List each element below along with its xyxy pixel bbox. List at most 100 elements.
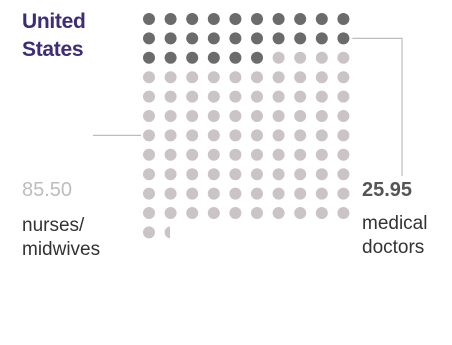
- nurse-dot: [143, 187, 155, 200]
- chart-title: United States: [22, 8, 86, 64]
- nurse-dot: [207, 110, 220, 122]
- nurse-dot: [294, 71, 307, 84]
- nurse-dot: [164, 187, 177, 200]
- nurse-dot: [229, 187, 242, 200]
- nurse-dot: [294, 129, 307, 142]
- nurse-dot: [164, 207, 177, 219]
- nurse-dot: [207, 90, 220, 103]
- nurse-dot: [186, 148, 199, 161]
- nurse-dot: [337, 71, 350, 84]
- nurse-dot: [207, 129, 220, 142]
- nurse-dot: [294, 187, 307, 200]
- nurse-dot: [337, 187, 350, 200]
- nurse-dot: [251, 168, 263, 181]
- nurse-dot: [229, 207, 242, 219]
- nurse-dot: [229, 110, 242, 122]
- nurse-dot: [272, 187, 285, 200]
- nurse-dot: [186, 207, 199, 219]
- doctor-dot: [315, 32, 328, 45]
- doctor-dot: [251, 32, 263, 45]
- nurse-dot: [143, 168, 155, 181]
- nurse-dot: [143, 110, 155, 122]
- nurse-dot: [229, 129, 242, 142]
- nurse-dot: [294, 148, 307, 161]
- nurse-dot: [143, 90, 155, 103]
- title-line-2: States: [22, 38, 84, 61]
- nurse-dot: [186, 129, 199, 142]
- nurse-dot: [337, 207, 350, 219]
- nurse-dot: [272, 110, 285, 122]
- doctor-dot: [294, 32, 307, 45]
- nurse-dot: [143, 207, 155, 219]
- nurse-dot: [164, 90, 177, 103]
- doctors-label-line-2: doctors: [362, 237, 425, 258]
- nurse-dot: [315, 71, 328, 84]
- doctor-dot: [337, 32, 350, 45]
- nurse-dot: [251, 148, 263, 161]
- nurse-dot: [272, 51, 285, 64]
- nurse-dot: [294, 110, 307, 122]
- nurse-dot: [251, 187, 263, 200]
- nurse-dot: [337, 90, 350, 103]
- nurse-dot: [143, 148, 155, 161]
- doctor-dot: [164, 32, 177, 45]
- nurse-dot: [315, 187, 328, 200]
- doctor-dot: [251, 51, 263, 64]
- nurses-label-line-2: midwives: [22, 239, 101, 260]
- nurse-dot: [164, 148, 177, 161]
- nurse-dot: [186, 110, 199, 122]
- nurse-dot: [272, 71, 285, 84]
- nurse-dot: [186, 71, 199, 84]
- nurse-dot: [229, 71, 242, 84]
- nurse-dot: [164, 168, 177, 181]
- doctor-dot: [186, 32, 199, 45]
- nurse-dot: [143, 129, 155, 142]
- doctor-dot: [164, 13, 177, 25]
- nurse-dot: [207, 148, 220, 161]
- nurses-category-label: nurses/ midwives: [22, 214, 100, 262]
- nurse-dot: [315, 110, 328, 122]
- nurse-dot: [251, 207, 263, 219]
- nurse-dot: [337, 148, 350, 161]
- doctor-dot: [315, 13, 328, 25]
- doctor-dot: [229, 13, 242, 25]
- nurse-dot: [337, 168, 350, 181]
- doctor-dot: [207, 13, 220, 25]
- nurses-value-label: 85.50: [22, 179, 73, 201]
- nurse-dot: [272, 148, 285, 161]
- nurse-dot: [229, 90, 242, 103]
- doctor-dot: [207, 51, 220, 64]
- nurse-dot: [337, 129, 350, 142]
- nurse-dot: [186, 168, 199, 181]
- nurse-dot: [272, 129, 285, 142]
- nurse-dot: [294, 207, 307, 219]
- nurse-dot: [315, 90, 328, 103]
- nurse-dot: [315, 129, 328, 142]
- doctors-value-label: 25.95: [362, 179, 413, 201]
- doctor-dot: [164, 51, 177, 64]
- nurse-dot: [164, 71, 177, 84]
- doctors-category-label: medical doctors: [362, 212, 427, 260]
- nurse-dot: [272, 207, 285, 219]
- nurse-dot: [143, 226, 155, 239]
- nurse-dot: [272, 168, 285, 181]
- nurse-dot: [229, 168, 242, 181]
- doctors-label-line-1: medical: [362, 213, 428, 234]
- doctor-dot: [186, 13, 199, 25]
- nurse-dot: [207, 207, 220, 219]
- doctor-dot: [186, 51, 199, 64]
- nurse-dot: [251, 110, 263, 122]
- doctor-dot: [251, 13, 263, 25]
- nurse-dot: [294, 90, 307, 103]
- doctors-leader-line: [352, 37, 403, 176]
- nurse-partial-dot: [164, 226, 171, 239]
- nurse-dot: [207, 71, 220, 84]
- nurse-dot: [251, 129, 263, 142]
- nurse-dot: [272, 90, 285, 103]
- nurse-dot: [294, 51, 307, 64]
- nurse-dot: [315, 148, 328, 161]
- doctor-dot: [272, 32, 285, 45]
- nurse-dot: [164, 110, 177, 122]
- nurse-dot: [315, 51, 328, 64]
